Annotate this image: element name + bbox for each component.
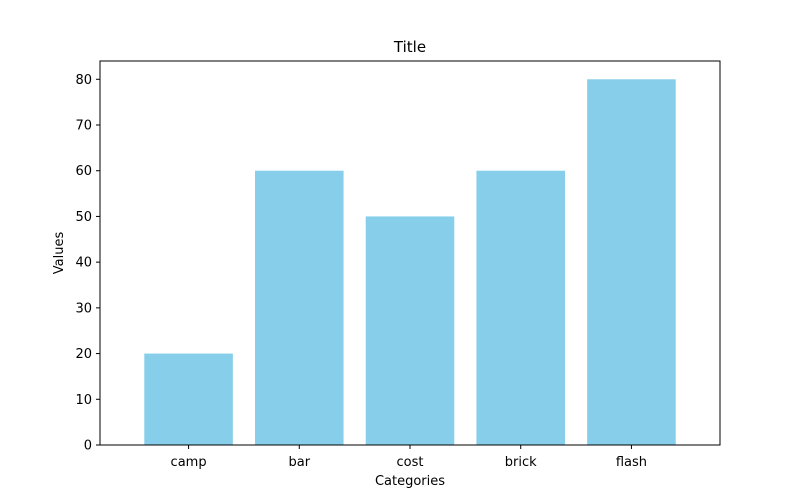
y-tick-label: 50 — [75, 210, 92, 225]
bars-group — [144, 79, 676, 446]
y-tick-label: 30 — [75, 301, 92, 316]
bar-cost — [365, 216, 455, 445]
plot-frame — [99, 60, 721, 446]
bar-brick — [476, 170, 565, 445]
bar-flash — [587, 79, 676, 446]
x-axis-title: Categories — [375, 474, 445, 489]
y-tick-label: 0 — [84, 439, 92, 454]
y-axis-ticks: 0 10 20 30 40 50 60 70 80 — [75, 73, 100, 454]
y-tick-label: 40 — [75, 256, 92, 271]
bar-camp — [144, 353, 233, 445]
y-tick-label: 80 — [75, 73, 92, 88]
x-tick-label: camp — [171, 455, 207, 470]
bar-bar — [255, 170, 344, 445]
y-tick-label: 60 — [75, 164, 92, 179]
x-axis-ticks: camp bar cost brick flash — [171, 445, 647, 470]
x-tick-label: cost — [397, 455, 424, 470]
y-tick-label: 70 — [75, 119, 92, 134]
y-tick-label: 10 — [75, 393, 92, 408]
x-tick-label: bar — [288, 455, 310, 470]
x-tick-label: brick — [505, 455, 537, 470]
y-axis-title: Values — [52, 232, 67, 275]
x-tick-label: flash — [616, 455, 647, 470]
chart-title: Title — [393, 38, 426, 56]
y-tick-label: 20 — [75, 347, 92, 362]
